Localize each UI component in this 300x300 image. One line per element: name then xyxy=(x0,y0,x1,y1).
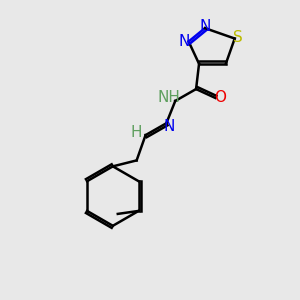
Text: NH: NH xyxy=(158,91,181,106)
Text: H: H xyxy=(131,125,142,140)
Text: N: N xyxy=(199,19,211,34)
Text: S: S xyxy=(233,30,243,45)
Text: N: N xyxy=(178,34,190,49)
Text: N: N xyxy=(164,119,175,134)
Text: O: O xyxy=(214,91,226,106)
